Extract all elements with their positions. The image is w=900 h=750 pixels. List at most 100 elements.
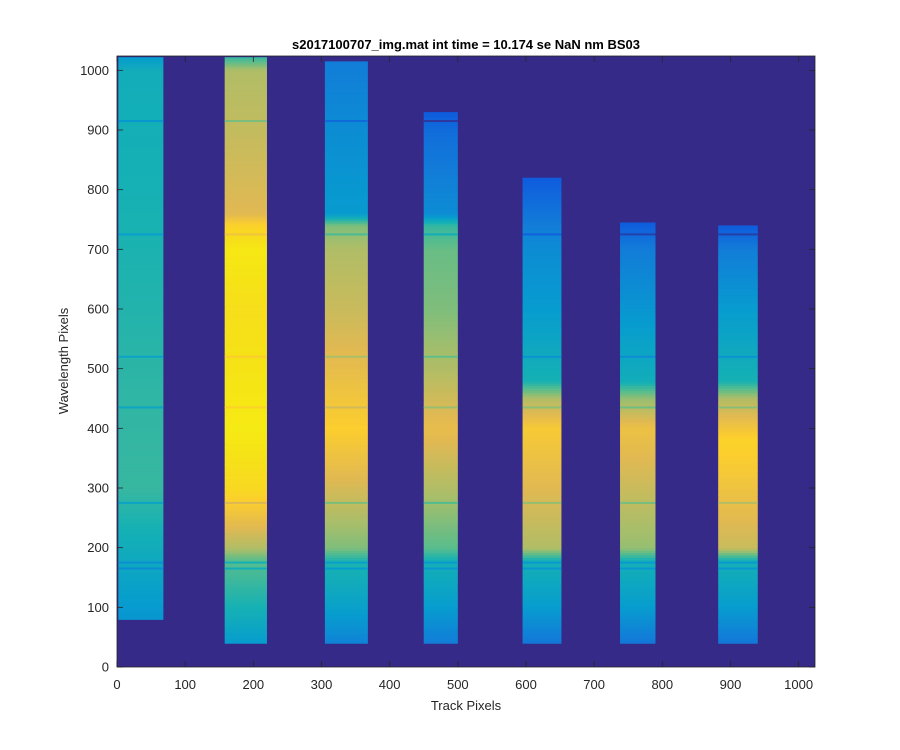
heat-cell xyxy=(224,433,267,437)
heat-cell xyxy=(324,590,368,594)
heat-cell xyxy=(718,390,758,394)
heat-cell xyxy=(423,452,458,456)
heat-cell xyxy=(324,373,368,377)
heat-cell xyxy=(324,294,368,298)
heat-cell xyxy=(423,125,458,129)
heat-cell xyxy=(118,153,164,157)
heat-cell xyxy=(224,258,267,262)
heat-cell xyxy=(324,430,368,434)
heat-cell xyxy=(620,514,656,518)
heat-cell xyxy=(324,127,368,131)
heat-cell xyxy=(324,244,368,248)
heat-cell xyxy=(620,304,656,308)
heat-cell xyxy=(324,63,368,67)
heat-cell xyxy=(620,597,656,601)
heat-cell xyxy=(224,106,267,110)
heat-cell xyxy=(620,399,656,403)
heat-cell xyxy=(620,538,656,542)
heat-cell xyxy=(224,621,267,625)
heat-cell xyxy=(324,471,368,475)
heat-cell xyxy=(522,184,562,188)
heat-cell xyxy=(522,275,562,279)
heat-cell xyxy=(423,619,458,623)
heat-cell xyxy=(620,387,656,391)
heat-cell xyxy=(118,65,164,69)
heat-cell xyxy=(224,423,267,427)
heat-cell xyxy=(423,177,458,181)
heat-cell xyxy=(324,199,368,203)
heat-cell xyxy=(324,192,368,196)
heat-cell xyxy=(620,430,656,434)
heat-cell xyxy=(423,137,458,141)
heat-cell xyxy=(620,344,656,348)
y-tick-label: 900 xyxy=(87,122,109,137)
heat-cell xyxy=(718,495,758,499)
heat-cell xyxy=(718,464,758,468)
heat-cell xyxy=(522,445,562,449)
heat-cell xyxy=(224,361,267,365)
heat-cell xyxy=(522,254,562,258)
heat-cell xyxy=(224,394,267,398)
heat-cell xyxy=(224,552,267,556)
heat-cell xyxy=(522,230,562,234)
heat-cell xyxy=(423,268,458,272)
y-tick-label: 1000 xyxy=(80,63,109,78)
heat-cell xyxy=(423,449,458,453)
heat-cell xyxy=(224,203,267,207)
heat-cell xyxy=(522,244,562,248)
heat-cell xyxy=(324,550,368,554)
track-band-4 xyxy=(423,112,458,644)
heat-cell xyxy=(620,449,656,453)
heat-cell xyxy=(324,449,368,453)
heat-cell xyxy=(324,507,368,511)
heat-cell xyxy=(718,583,758,587)
heat-cell xyxy=(118,471,164,475)
heat-cell xyxy=(224,139,267,143)
heat-cell xyxy=(118,576,164,580)
heat-cell xyxy=(620,351,656,355)
heat-cell xyxy=(522,349,562,353)
heat-cell xyxy=(118,132,164,136)
heat-cell xyxy=(718,487,758,491)
heat-cell xyxy=(118,447,164,451)
heat-cell xyxy=(423,559,458,563)
heat-cell xyxy=(324,122,368,126)
heat-cell xyxy=(423,526,458,530)
heat-cell xyxy=(324,390,368,394)
heat-cell xyxy=(118,590,164,594)
heat-cell xyxy=(718,351,758,355)
heat-cell xyxy=(423,454,458,458)
heat-cell xyxy=(324,418,368,422)
heat-cell xyxy=(423,146,458,150)
heat-cell xyxy=(620,581,656,585)
heat-cell xyxy=(324,146,368,150)
heat-cell xyxy=(522,590,562,594)
heat-cell xyxy=(423,530,458,534)
heat-cell xyxy=(324,421,368,425)
heat-cell xyxy=(118,139,164,143)
heat-cell xyxy=(324,175,368,179)
heat-cell xyxy=(718,461,758,465)
heat-cell xyxy=(620,640,656,644)
heat-cell xyxy=(324,242,368,246)
heat-cell xyxy=(718,301,758,305)
heat-cell xyxy=(620,631,656,635)
heat-cell xyxy=(718,478,758,482)
y-tick-label: 100 xyxy=(87,600,109,615)
heat-cell xyxy=(522,416,562,420)
heat-cell xyxy=(620,476,656,480)
heat-cell xyxy=(118,490,164,494)
heat-cell xyxy=(423,394,458,398)
heat-cell xyxy=(718,468,758,472)
heat-cell xyxy=(224,313,267,317)
heat-cell xyxy=(522,261,562,265)
heat-cell xyxy=(718,624,758,628)
heat-cell xyxy=(324,170,368,174)
heat-cell xyxy=(522,521,562,525)
heat-cell xyxy=(718,244,758,248)
heat-cell xyxy=(423,631,458,635)
heat-cell xyxy=(423,433,458,437)
heat-cell xyxy=(224,499,267,503)
heat-cell xyxy=(324,382,368,386)
heat-cell xyxy=(224,261,267,265)
